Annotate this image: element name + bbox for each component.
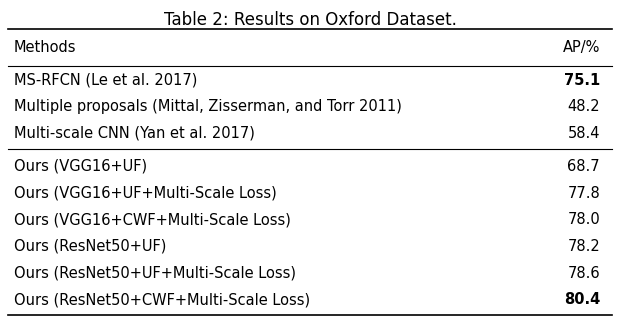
Text: Ours (ResNet50+UF+Multi-Scale Loss): Ours (ResNet50+UF+Multi-Scale Loss) bbox=[14, 266, 296, 281]
Text: 48.2: 48.2 bbox=[567, 99, 600, 114]
Text: 68.7: 68.7 bbox=[567, 159, 600, 174]
Text: 78.2: 78.2 bbox=[567, 239, 600, 254]
Text: 80.4: 80.4 bbox=[564, 292, 600, 307]
Text: Multi-scale CNN (Yan et al. 2017): Multi-scale CNN (Yan et al. 2017) bbox=[14, 126, 255, 141]
Text: Ours (ResNet50+CWF+Multi-Scale Loss): Ours (ResNet50+CWF+Multi-Scale Loss) bbox=[14, 292, 310, 307]
Text: Methods: Methods bbox=[14, 40, 76, 55]
Text: 75.1: 75.1 bbox=[564, 73, 600, 87]
Text: 58.4: 58.4 bbox=[567, 126, 600, 141]
Text: Table 2: Results on Oxford Dataset.: Table 2: Results on Oxford Dataset. bbox=[164, 11, 456, 29]
Text: Ours (ResNet50+UF): Ours (ResNet50+UF) bbox=[14, 239, 166, 254]
Text: Ours (VGG16+UF+Multi-Scale Loss): Ours (VGG16+UF+Multi-Scale Loss) bbox=[14, 186, 277, 201]
Text: MS-RFCN (Le et al. 2017): MS-RFCN (Le et al. 2017) bbox=[14, 73, 197, 87]
Text: AP/%: AP/% bbox=[563, 40, 600, 55]
Text: 78.6: 78.6 bbox=[567, 266, 600, 281]
Text: 77.8: 77.8 bbox=[567, 186, 600, 201]
Text: Multiple proposals (Mittal, Zisserman, and Torr 2011): Multiple proposals (Mittal, Zisserman, a… bbox=[14, 99, 402, 114]
Text: Ours (VGG16+UF): Ours (VGG16+UF) bbox=[14, 159, 147, 174]
Text: Ours (VGG16+CWF+Multi-Scale Loss): Ours (VGG16+CWF+Multi-Scale Loss) bbox=[14, 212, 291, 227]
Text: 78.0: 78.0 bbox=[567, 212, 600, 227]
